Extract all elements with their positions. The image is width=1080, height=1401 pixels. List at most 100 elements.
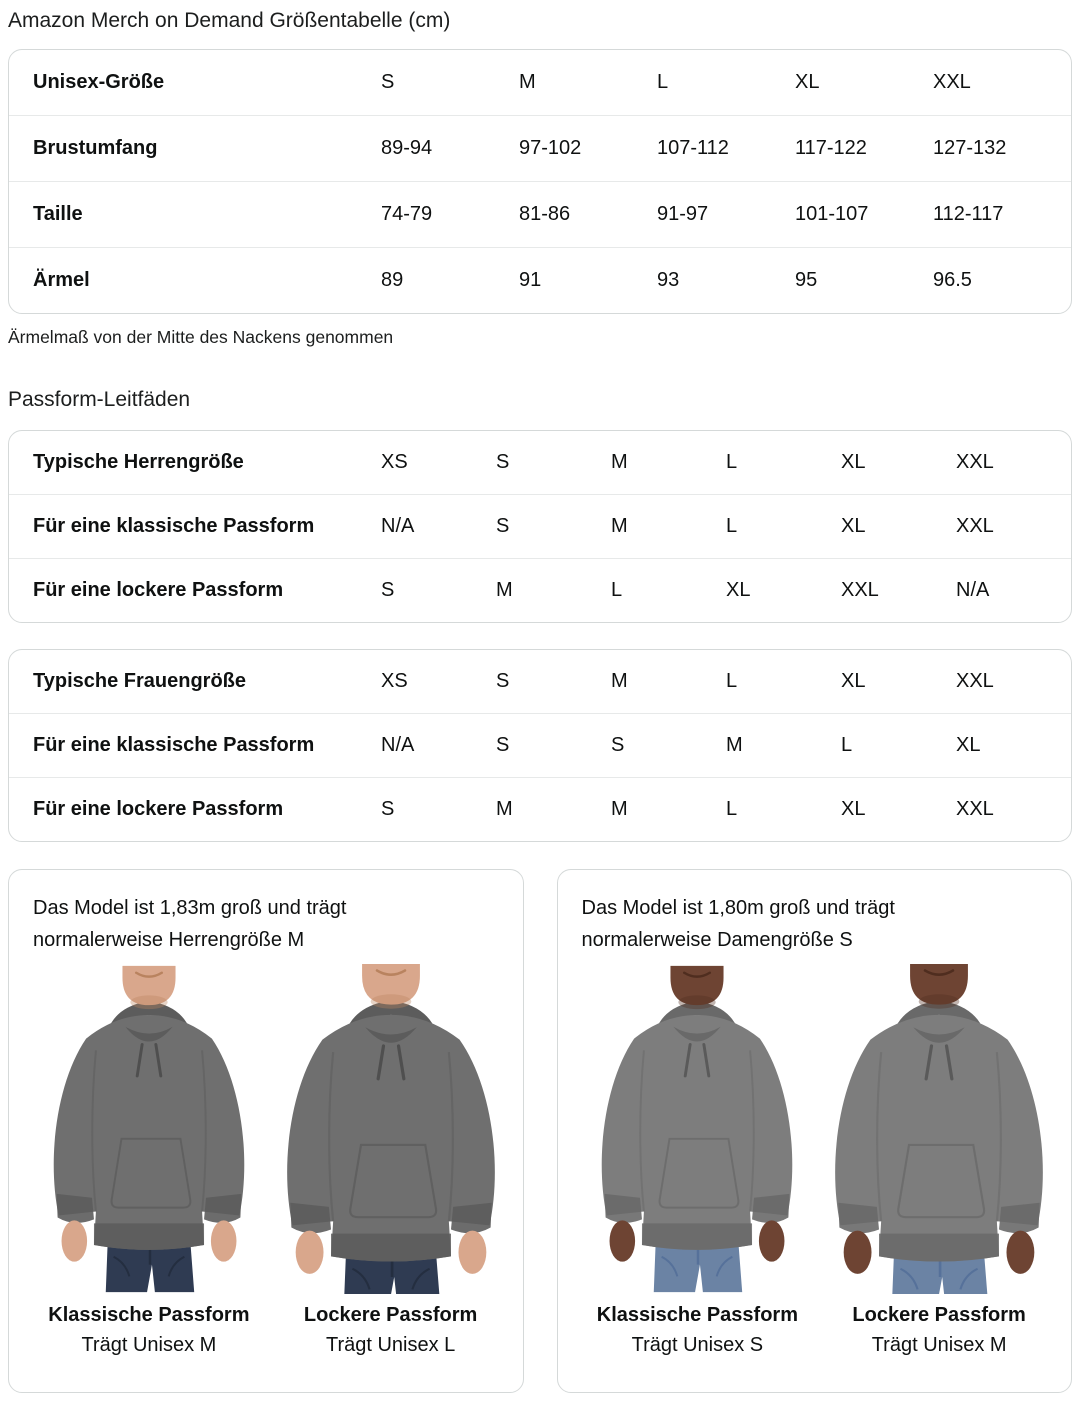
size-worn-label: Trägt Unisex M: [871, 1334, 1007, 1356]
table-row: Unisex-Größe S M L XL XXL: [9, 50, 1071, 115]
size-cell: M: [611, 798, 628, 820]
size-cell: L: [726, 515, 738, 537]
size-cell: 107-112: [657, 137, 729, 159]
size-cell: XL: [841, 451, 866, 473]
table-row: Typische Herrengröße XS S M L XL XXL: [9, 431, 1071, 494]
size-cell: L: [726, 670, 738, 692]
size-cell: 91-97: [657, 203, 709, 225]
size-cell: S: [381, 579, 395, 601]
size-cell: L: [726, 798, 738, 820]
size-cell: S: [611, 734, 625, 756]
size-cell: XXL: [956, 451, 994, 473]
size-cell: XL: [841, 798, 866, 820]
size-cell: XL: [841, 670, 866, 692]
size-cell: N/A: [956, 579, 990, 601]
size-cell: 101-107: [795, 203, 869, 225]
model-photo-loose-fit: Lockere Passform Trägt Unisex L: [275, 964, 507, 1357]
size-cell: XL: [956, 734, 981, 756]
table-row: Für eine lockere Passform S M M L XL XXL: [9, 777, 1071, 841]
size-cell: XL: [841, 515, 866, 537]
row-label: Ärmel: [33, 269, 90, 291]
model-photo-image: [825, 964, 1054, 1294]
size-cell: 74-79: [381, 203, 433, 225]
hoodie-model-men-loose-icon: [277, 964, 505, 1294]
model-description: Das Model ist 1,80m groß und trägt norma…: [581, 897, 895, 951]
size-cell: S: [496, 515, 510, 537]
row-label: Taille: [33, 203, 83, 225]
mens-fit-table: Typische Herrengröße XS S M L XL XXL Für…: [8, 430, 1072, 623]
size-cell: S: [496, 451, 510, 473]
row-label: Für eine klassische Passform: [33, 515, 315, 537]
fit-name-label: Lockere Passform: [852, 1304, 1026, 1326]
model-card-men: Das Model ist 1,83m groß und trägt norma…: [8, 869, 524, 1393]
size-cell: XXL: [956, 670, 994, 692]
row-label: Typische Herrengröße: [33, 451, 244, 473]
size-cell: M: [611, 451, 628, 473]
size-cell: 95: [795, 269, 818, 291]
table-row: Für eine lockere Passform S M L XL XXL N…: [9, 558, 1071, 622]
size-cell: L: [657, 71, 669, 93]
size-cell: M: [496, 579, 513, 601]
table-row: Ärmel 89 91 93 95 96.5: [9, 247, 1071, 313]
size-cell: XS: [381, 451, 408, 473]
size-cell: N/A: [381, 734, 415, 756]
size-cell: L: [611, 579, 623, 601]
hoodie-model-women-loose-icon: [825, 964, 1053, 1294]
fit-name-label: Klassische Passform: [596, 1304, 798, 1326]
model-photos: Klassische Passform Trägt Unisex M Locke…: [33, 964, 507, 1357]
row-label: Für eine lockere Passform: [33, 579, 284, 601]
size-worn-label: Trägt Unisex S: [631, 1334, 764, 1356]
size-cell: 91: [519, 269, 542, 291]
page-title: Amazon Merch on Demand Größentabelle (cm…: [8, 9, 451, 32]
row-label: Für eine lockere Passform: [33, 798, 284, 820]
size-cell: XL: [795, 71, 820, 93]
row-label: Brustumfang: [33, 137, 158, 159]
size-cell: M: [726, 734, 743, 756]
size-cell: S: [496, 670, 510, 692]
table-row: Für eine klassische Passform N/A S S M L…: [9, 713, 1071, 777]
hoodie-model-men-classic-icon: [35, 964, 263, 1294]
size-cell: XXL: [933, 71, 971, 93]
size-cell: S: [496, 734, 510, 756]
size-cell: XS: [381, 670, 408, 692]
size-cell: 127-132: [933, 137, 1007, 159]
table-row: Für eine klassische Passform N/A S M L X…: [9, 494, 1071, 558]
model-description: Das Model ist 1,83m groß und trägt norma…: [33, 897, 347, 951]
size-cell: M: [519, 71, 536, 93]
model-card-women: Das Model ist 1,80m groß und trägt norma…: [556, 869, 1072, 1393]
fit-guides-heading: Passform-Leitfäden: [8, 388, 191, 411]
hoodie-model-women-classic-icon: [583, 964, 811, 1294]
size-cell: N/A: [381, 515, 415, 537]
size-cell: S: [381, 798, 395, 820]
size-worn-label: Trägt Unisex L: [325, 1334, 456, 1356]
sleeve-measure-note: Ärmelmaß von der Mitte des Nackens genom…: [8, 327, 394, 347]
row-label: Für eine klassische Passform: [33, 734, 315, 756]
size-cell: 93: [657, 269, 680, 291]
size-worn-label: Trägt Unisex M: [81, 1334, 217, 1356]
model-photo-image: [34, 964, 263, 1294]
row-label: Unisex-Größe: [33, 71, 165, 93]
table-row: Typische Frauengröße XS S M L XL XXL: [9, 650, 1071, 713]
fit-name-label: Klassische Passform: [48, 1304, 250, 1326]
model-photo-image: [276, 964, 505, 1294]
size-cell: XXL: [956, 515, 994, 537]
model-cards: Das Model ist 1,83m groß und trägt norma…: [8, 869, 1072, 1393]
size-cell: L: [726, 451, 738, 473]
model-photo-loose-fit: Lockere Passform Trägt Unisex M: [823, 964, 1055, 1357]
size-cell: 81-86: [519, 203, 571, 225]
size-cell: XXL: [956, 798, 994, 820]
size-cell: 112-117: [933, 203, 1004, 225]
fit-name-label: Lockere Passform: [303, 1304, 478, 1326]
size-cell: M: [611, 670, 628, 692]
table-row: Brustumfang 89-94 97-102 107-112 117-122…: [9, 115, 1071, 181]
size-cell: 89: [381, 269, 404, 291]
model-photo-classic-fit: Klassische Passform Trägt Unisex M: [33, 964, 265, 1357]
size-cell: M: [611, 515, 628, 537]
womens-fit-table: Typische Frauengröße XS S M L XL XXL Für…: [8, 649, 1072, 842]
size-cell: L: [841, 734, 853, 756]
model-photo-classic-fit: Klassische Passform Trägt Unisex S: [582, 964, 814, 1357]
size-cell: M: [496, 798, 513, 820]
size-cell: 117-122: [795, 137, 867, 159]
size-cell: XL: [726, 579, 751, 601]
